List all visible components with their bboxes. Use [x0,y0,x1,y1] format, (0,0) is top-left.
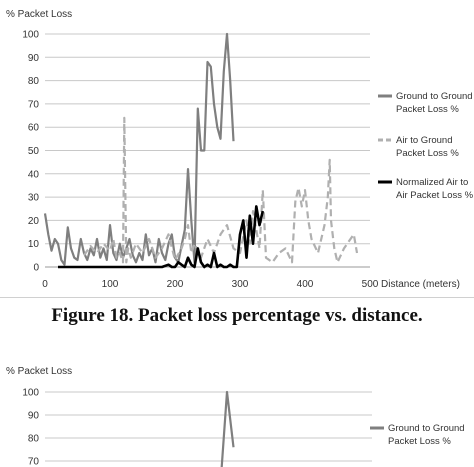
figure-separator [0,297,474,298]
figure-caption: Figure 18. Packet loss percentage vs. di… [51,305,423,326]
y-tick-label: 60 [28,123,40,134]
y-tick-label: 50 [28,146,40,157]
y-tick-label: 80 [28,76,40,87]
y-tick-label: 10 [28,239,40,250]
legend-label: Air Packet Loss % [396,190,474,201]
legend-label: Packet Loss % [396,104,459,115]
y-axis-title: % Packet Loss [6,366,72,377]
y-tick-label: 20 [28,216,40,227]
packet-loss-chart: % Packet Loss 0 10 20 30 40 50 60 70 80 90 100 0 100 2… [6,9,474,290]
series-line [43,32,235,266]
x-tick-label: 200 [167,279,184,290]
y-tick-label: 40 [28,169,40,180]
series-line [83,116,359,264]
legend-label: Air to Ground [396,135,453,146]
x-tick-label: 300 [232,279,249,290]
x-tick-label: 100 [102,279,119,290]
y-tick-label: 0 [33,263,39,274]
y-tick-label: 80 [28,434,40,445]
series-line [220,390,235,467]
y-tick-label: 90 [28,53,40,64]
y-axis-title: % Packet Loss [6,9,72,20]
legend-label: Ground to Ground [396,91,473,102]
y-tick-label: 100 [22,30,39,41]
x-axis-title: Distance (meters) [381,279,460,290]
y-tick-label: 30 [28,193,40,204]
legend-label: Packet Loss % [388,436,451,447]
packet-loss-chart-partial: % Packet Loss 70 80 90 100 Ground to Ground Pa… [6,366,465,467]
legend-label: Packet Loss % [396,148,459,159]
y-tick-label: 70 [28,457,40,467]
legend-label: Normalized Air to [396,177,468,188]
x-tick-label: 0 [42,279,48,290]
y-tick-label: 70 [28,99,40,110]
y-tick-label: 90 [28,411,40,422]
legend-label: Ground to Ground [388,423,465,434]
x-tick-label: 500 [362,279,379,290]
x-tick-label: 400 [297,279,314,290]
series-line [58,205,265,269]
y-tick-label: 100 [22,388,39,399]
